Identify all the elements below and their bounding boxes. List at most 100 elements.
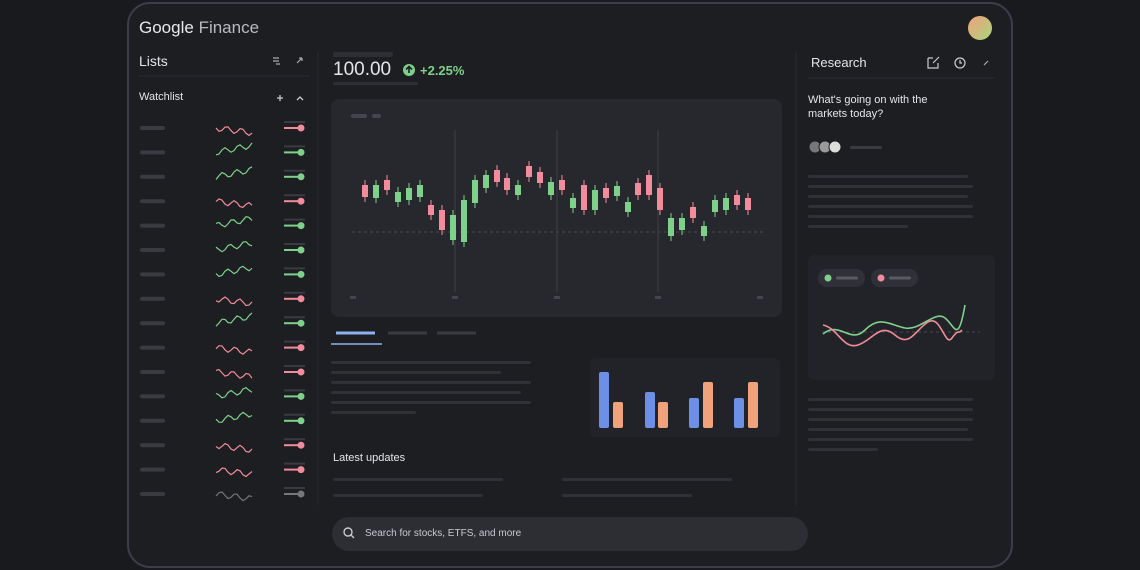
ticker-placeholder [140,272,165,277]
x-tick [452,296,458,299]
search-placeholder[interactable]: Search for stocks, ETFS, and more [365,528,522,539]
ticker-placeholder [140,394,165,399]
text-placeholder [808,215,973,218]
ticker-placeholder [140,370,165,374]
text-placeholder [808,225,908,228]
candle-body [395,192,401,202]
change-dot [297,466,305,474]
ticker-placeholder [140,126,165,130]
watchlist-title[interactable]: Watchlist [139,91,184,103]
chip-dot [877,274,885,282]
sparkline [215,467,253,478]
change-dot [297,246,305,254]
line [822,304,966,336]
sparkline [215,265,253,278]
placeholder [333,82,418,85]
text-placeholder [562,478,732,481]
candle-body [625,202,631,212]
candle-body [494,170,500,182]
ticker-placeholder [140,492,165,496]
text-placeholder [808,185,973,188]
text-placeholder [808,205,973,208]
candle-body [690,207,696,218]
text-placeholder [331,411,416,414]
sparkline [215,312,253,327]
ticker-placeholder [140,443,165,448]
price: 100.00 [333,59,392,80]
candle-body [373,185,379,198]
sparkline [215,296,253,307]
candle-body [679,218,685,230]
icon [927,56,940,69]
bar-panel [590,358,780,437]
ticker-placeholder [140,345,165,350]
text-placeholder [808,408,973,411]
change-dot [297,344,305,352]
candle-body [723,198,729,210]
bar [645,392,655,428]
chip-dot [824,274,832,282]
placeholder [372,114,381,118]
text-placeholder [808,428,968,431]
change-dot [297,441,305,449]
updates-title: Latest updates [333,452,406,464]
change-dot [297,295,305,303]
text-placeholder [808,448,878,451]
sparkline [215,166,253,180]
text-placeholder [808,195,968,198]
text-placeholder [331,391,521,394]
change-dot [297,222,305,230]
candle-body [570,198,576,208]
logo[interactable]: Google Finance [139,18,259,38]
bar [658,402,668,428]
candle-body [657,188,663,210]
candle-body [417,185,423,197]
avatar[interactable] [968,16,992,40]
icon [983,60,989,66]
candle-body [439,210,445,230]
candle-body [483,175,489,188]
x-tick [350,296,356,299]
text-placeholder [331,361,531,364]
text-placeholder [808,175,968,178]
ticker-placeholder [140,223,165,228]
brand: Google [139,18,194,37]
lists-title[interactable]: Lists [139,53,168,69]
bar [599,372,609,428]
icon [296,57,303,64]
ticker-placeholder [140,150,165,155]
x-tick [655,296,661,299]
icon [959,60,962,64]
x-tick [554,296,560,299]
change-dot [297,417,305,425]
change-dot [297,124,305,132]
icon [273,57,280,65]
sparkline [215,345,253,355]
change: +2.25% [420,63,465,78]
product: Finance [198,18,260,37]
candle-body [592,190,598,210]
sparkline [215,198,253,208]
sparkline [215,241,253,253]
candle-body [734,195,740,205]
bar [613,402,623,428]
search-bar[interactable] [332,517,808,551]
sparkline [215,442,253,453]
text-placeholder [808,418,973,421]
candle-body [450,215,456,240]
candle-body [603,188,609,198]
sparkline [215,142,253,156]
sparkline [215,411,253,423]
research-question[interactable]: What's going on with the markets today? [808,94,928,120]
candle-body [461,200,467,242]
placeholder [333,52,393,57]
sparkline [215,491,253,502]
ticker-placeholder [140,418,165,423]
candle-body [362,185,368,197]
candle-body [548,182,554,195]
source-icon [828,140,842,154]
chip-label [889,276,911,280]
bar [703,382,713,428]
